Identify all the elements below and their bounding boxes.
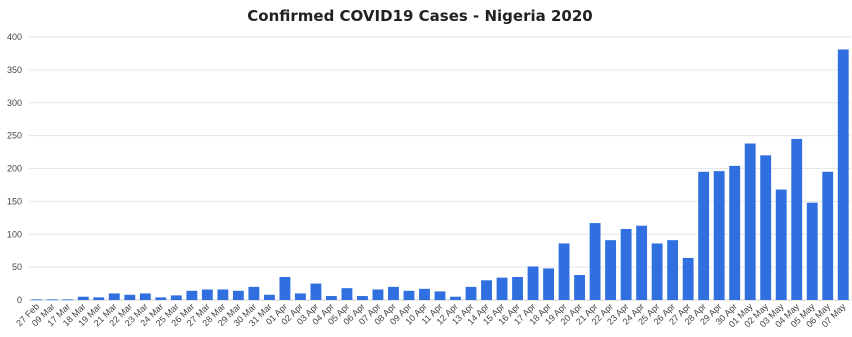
bar	[279, 276, 291, 300]
bar	[822, 171, 834, 300]
bar	[62, 299, 74, 301]
y-tick-label: 400	[7, 32, 22, 42]
bar	[232, 290, 244, 300]
bar	[341, 288, 353, 300]
bar	[450, 296, 461, 300]
y-tick-label: 200	[7, 164, 22, 174]
bar	[46, 299, 58, 301]
bar	[558, 243, 570, 300]
bar	[186, 290, 198, 300]
bar	[124, 294, 136, 300]
bar	[589, 223, 601, 300]
bar	[139, 293, 151, 300]
y-tick-label: 300	[7, 98, 22, 108]
bar	[419, 288, 430, 300]
y-axis: 0 50 100 150 200 250 300 350 400	[7, 32, 22, 305]
bar	[170, 295, 182, 300]
bar	[465, 286, 477, 300]
bar	[713, 171, 725, 300]
bar	[636, 225, 648, 300]
bar	[31, 299, 43, 301]
y-tick-label: 0	[17, 295, 22, 305]
y-tick-label: 100	[7, 229, 22, 239]
bar	[667, 240, 679, 300]
y-tick-label: 350	[7, 65, 22, 75]
bar	[806, 202, 818, 300]
bar	[93, 297, 105, 300]
bar	[791, 138, 803, 300]
bar	[744, 143, 756, 300]
bar	[760, 155, 772, 300]
bar	[201, 289, 213, 300]
bar	[512, 276, 523, 300]
bar	[775, 189, 787, 300]
y-tick-label: 50	[12, 262, 22, 272]
bar	[434, 291, 446, 300]
bar	[527, 266, 539, 300]
bar	[263, 294, 275, 300]
bar	[155, 297, 167, 300]
bar	[605, 240, 617, 300]
bar	[403, 290, 415, 300]
bar	[372, 289, 384, 300]
bar	[108, 293, 120, 300]
bar	[77, 296, 89, 300]
y-tick-label: 250	[7, 131, 22, 141]
bar	[837, 49, 849, 301]
bar	[729, 165, 741, 300]
bar	[310, 283, 322, 300]
y-tick-label: 150	[7, 196, 22, 206]
chart-title: Confirmed COVID19 Cases - Nigeria 2020	[247, 7, 592, 25]
bar	[496, 277, 508, 300]
bar	[682, 257, 694, 300]
bar	[651, 243, 663, 300]
bars	[31, 49, 849, 301]
bar	[248, 286, 260, 300]
bar	[620, 228, 632, 300]
bar	[698, 171, 710, 300]
grid	[29, 36, 851, 301]
bar	[543, 268, 554, 300]
bar	[357, 296, 368, 300]
bar	[294, 293, 306, 300]
bar	[574, 275, 586, 300]
bar	[326, 296, 337, 300]
bar	[481, 280, 492, 300]
bar	[217, 289, 229, 300]
bar	[388, 286, 399, 300]
